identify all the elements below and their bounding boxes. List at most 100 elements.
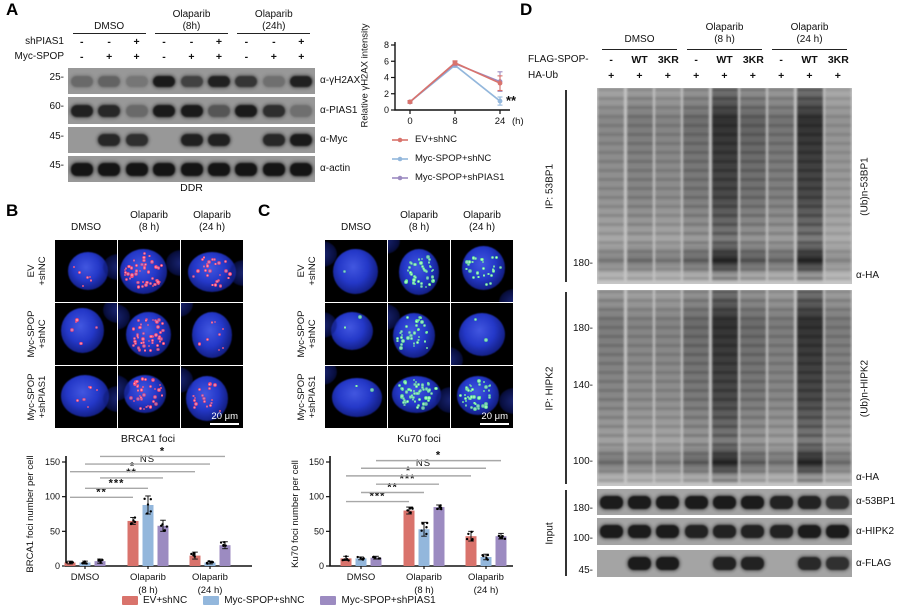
focus-dot (471, 276, 475, 280)
focus-dot (470, 406, 473, 410)
focus-dot (70, 328, 74, 332)
focus-dot (136, 389, 139, 392)
protein-band (769, 495, 793, 509)
protein-band (180, 104, 203, 117)
ubiquitin-smear-lane (824, 290, 851, 486)
focus-dot (426, 396, 431, 400)
protein-band (207, 162, 230, 176)
protein-band (262, 75, 285, 87)
mw-marker: 180- (572, 323, 593, 335)
micro-col-header: Olaparib (8 h) (383, 206, 455, 234)
focus-dot (404, 390, 409, 394)
focus-dot (427, 282, 431, 287)
protein-band (826, 495, 850, 509)
focus-dot (483, 389, 486, 393)
focus-dot (140, 262, 144, 267)
focus-dot (403, 403, 406, 407)
protein-band (826, 525, 850, 538)
lane-condition-symbol: + (270, 51, 277, 63)
focus-dot (404, 280, 409, 284)
micro-image (451, 303, 513, 365)
focus-dot (130, 273, 134, 277)
svg-text:100: 100 (309, 492, 324, 502)
focus-dot (464, 397, 467, 401)
treatment-group-header: Olaparib (8h) (154, 3, 230, 33)
focus-dot (156, 344, 160, 348)
nucleus (185, 375, 229, 422)
focus-dot (355, 385, 358, 388)
focus-dot (138, 325, 142, 330)
focus-dot (477, 275, 480, 279)
protein-band (290, 104, 313, 117)
focus-dot (210, 321, 214, 325)
focus-dot (484, 405, 488, 409)
ubiquitin-smear-lane (598, 88, 625, 284)
focus-dot (476, 407, 480, 411)
focus-dot (228, 272, 232, 276)
protein-band (798, 525, 821, 538)
nucleus (399, 249, 440, 295)
series-legend-swatch (320, 596, 337, 605)
focus-dot (400, 343, 404, 347)
nucleus (392, 312, 436, 359)
focus-dot (476, 271, 480, 275)
panel-a-label: A (6, 0, 19, 19)
focus-dot (464, 404, 468, 407)
significance-label: *** (109, 477, 125, 489)
protein-band (235, 104, 258, 117)
scale-bar: 20 μm (210, 411, 239, 425)
svg-text:Olaparib: Olaparib (192, 572, 228, 583)
lane-condition-symbol: WT (631, 54, 648, 66)
focus-dot (484, 402, 488, 406)
focus-dot (206, 260, 211, 265)
focus-dot (203, 268, 207, 272)
protein-band (235, 162, 258, 176)
focus-dot (157, 282, 161, 286)
svg-text:24: 24 (495, 116, 506, 127)
mw-marker: 60- (49, 101, 64, 112)
treatment-group-header-line: (8 h) (714, 34, 735, 45)
focus-dot (420, 320, 425, 325)
treatment-group-header-line: Olaparib (172, 9, 211, 20)
line-legend-label: Myc-SPOP+shPIAS1 (415, 172, 505, 183)
ubiquitin-smear-lane (683, 290, 710, 486)
protein-band (98, 134, 121, 146)
focus-dot (153, 264, 158, 269)
panel-c-label: C (258, 201, 271, 220)
focus-dot (403, 400, 407, 404)
lane-condition-symbol: - (107, 36, 111, 48)
focus-dot (413, 276, 417, 280)
ip-blot-1 (597, 290, 852, 486)
focus-dot (202, 400, 206, 404)
focus-dot (421, 406, 425, 410)
focus-dot (197, 387, 201, 391)
blot-α-PIAS1 (68, 97, 315, 124)
significance-label: * (436, 450, 441, 462)
antibody-label: α-PIAS1 (320, 104, 358, 116)
micro-image (181, 303, 243, 365)
blot-α-γH2AX (68, 68, 315, 94)
ip-section-bracket (565, 292, 567, 484)
lane-condition-symbol: - (694, 54, 698, 66)
panel-d-label: D (520, 0, 533, 19)
focus-dot (193, 399, 196, 402)
protein-band (290, 162, 313, 176)
focus-dot (409, 337, 413, 341)
lane-condition-symbol: WT (801, 54, 818, 66)
focus-dot (408, 270, 412, 274)
protein-band (656, 557, 680, 570)
focus-dot (152, 394, 157, 399)
protein-band (628, 557, 651, 570)
focus-dot (147, 405, 150, 408)
focus-dot (136, 334, 139, 338)
neighbor-nucleus-fragment (103, 254, 117, 281)
ubiquitin-smear-lane (739, 290, 766, 486)
focus-dot (477, 396, 481, 400)
focus-dot (95, 389, 98, 392)
treatment-group-header-line: Olaparib (254, 9, 293, 20)
focus-dot (420, 265, 425, 269)
protein-band (207, 104, 230, 117)
focus-dot (467, 395, 470, 398)
focus-dot (395, 337, 399, 340)
